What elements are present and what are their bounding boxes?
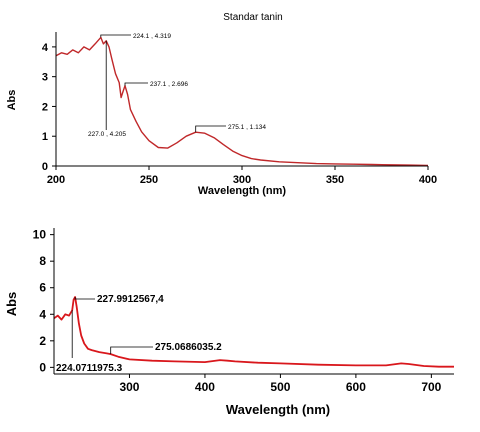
chart-bottom-series-layer	[53, 296, 454, 368]
y-tick-label: 0	[42, 161, 48, 173]
chart-title: Standar tanin	[223, 12, 283, 23]
x-tick-label: 250	[140, 174, 158, 186]
chart-bottom-annotations: 227.9912567,4 224.0711975.3 275.0686035.2	[56, 294, 222, 374]
chart-top-annotations: 224.1 , 4.319 227.0 , 4.205 237.1 , 2.696 2…	[88, 33, 266, 138]
x-tick-label: 600	[346, 380, 366, 394]
annotation-leader	[100, 34, 131, 38]
annotation-leader	[110, 346, 153, 355]
x-tick-label: 700	[421, 380, 441, 394]
y-tick-label: 0	[39, 360, 46, 374]
annotation-label: 275.0686035.2	[155, 342, 222, 353]
annotation-label: 224.1 , 4.319	[133, 33, 171, 40]
annotation-leader	[74, 297, 95, 300]
chart-top: Standar tanin 200 250 300 350 400 0 1 2 3 4 224.1…	[6, 12, 437, 197]
y-tick-label: 4	[42, 42, 49, 54]
chart-bottom-ticks: 300 400 500 600 700 0 2 4 6 8 10	[33, 228, 442, 394]
x-tick-label: 400	[419, 174, 437, 186]
chart-top-ticks: 200 250 300 350 400 0 1 2 3 4	[42, 42, 437, 186]
y-axis-label: Abs	[6, 90, 18, 111]
y-axis-label: Abs	[4, 292, 19, 317]
series-line-0	[55, 36, 429, 167]
x-tick-label: 200	[47, 174, 65, 186]
x-tick-label: 350	[326, 174, 344, 186]
annotation-leader	[124, 82, 148, 86]
x-tick-label: 400	[195, 380, 215, 394]
x-tick-label: 500	[270, 380, 290, 394]
y-tick-label: 2	[42, 101, 48, 113]
series-line-0	[53, 296, 454, 368]
y-tick-label: 1	[42, 131, 48, 143]
y-tick-label: 2	[39, 334, 46, 348]
annotation-label: 227.0 , 4.205	[88, 131, 126, 138]
annotation-label: 227.9912567,4	[97, 294, 164, 305]
annotation-leader	[195, 125, 226, 133]
x-axis-label: Wavelength (nm)	[198, 185, 287, 197]
annotation-label: 237.1 , 2.696	[150, 81, 188, 88]
chart-bottom: 300 400 500 600 700 0 2 4 6 8 10 227.9912567,4 224.…	[4, 228, 454, 417]
y-tick-label: 8	[39, 254, 46, 268]
y-tick-label: 3	[42, 72, 48, 84]
y-tick-label: 10	[33, 228, 47, 242]
y-tick-label: 4	[39, 307, 46, 321]
x-axis-label: Wavelength (nm)	[226, 402, 330, 417]
y-tick-label: 6	[39, 281, 46, 295]
annotation-label: 275.1 , 1.134	[228, 124, 266, 131]
x-tick-label: 300	[233, 174, 251, 186]
annotation-label: 224.0711975.3	[56, 363, 123, 374]
x-tick-label: 300	[119, 380, 139, 394]
chart-top-series-layer	[55, 36, 429, 167]
